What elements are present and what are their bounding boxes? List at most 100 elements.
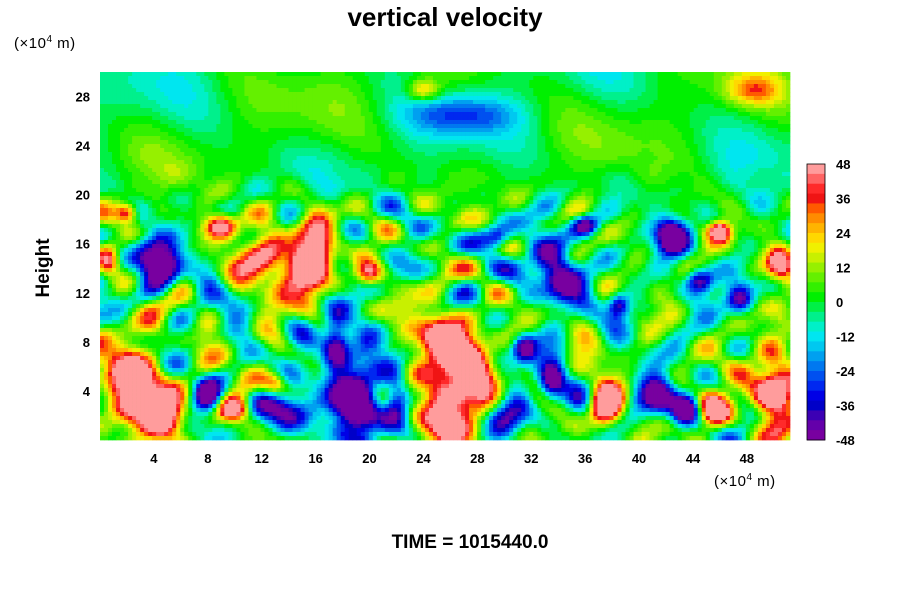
heatmap-cell [629, 100, 634, 105]
heatmap-cell [328, 124, 334, 129]
heatmap-cell [737, 136, 743, 141]
heatmap-cell [649, 80, 654, 85]
heatmap-cell [617, 148, 622, 153]
heatmap-cell [445, 84, 450, 89]
heatmap-cell [304, 88, 309, 93]
heatmap-cell [701, 108, 707, 113]
heatmap-cell [228, 104, 233, 109]
heatmap-cell [653, 148, 658, 153]
heatmap-cell [501, 136, 506, 141]
heatmap-cell [272, 72, 277, 77]
heatmap-cell [156, 84, 161, 89]
heatmap-cell [304, 108, 309, 113]
heatmap-cell [697, 160, 703, 165]
heatmap-cell [709, 100, 715, 105]
heatmap-cell [453, 160, 458, 165]
heatmap-cell [236, 148, 241, 153]
heatmap-cell [176, 72, 181, 77]
heatmap-cell [577, 132, 582, 137]
heatmap-cell [116, 132, 121, 137]
heatmap-cell [376, 136, 382, 141]
heatmap-cell [589, 96, 594, 101]
heatmap-cell [236, 156, 241, 161]
heatmap-cell [457, 156, 462, 161]
heatmap-cell [136, 160, 141, 165]
heatmap-cell [525, 148, 530, 153]
heatmap-cell [473, 80, 478, 85]
heatmap-cell [356, 172, 362, 177]
heatmap-cell [392, 116, 398, 121]
heatmap-cell [280, 100, 285, 105]
heatmap-cell [288, 152, 293, 157]
heatmap-cell [557, 176, 562, 181]
heatmap-cell [152, 184, 157, 189]
heatmap-cell [384, 144, 390, 149]
heatmap-cell [380, 104, 386, 109]
heatmap-cell [352, 112, 358, 117]
heatmap-cell [453, 184, 458, 189]
heatmap-cell [745, 112, 751, 117]
heatmap-cell [416, 152, 422, 157]
heatmap-cell [721, 96, 727, 101]
heatmap-cell [172, 176, 177, 181]
heatmap-cell [116, 104, 121, 109]
heatmap-cell [132, 80, 137, 85]
heatmap-cell [457, 128, 462, 133]
heatmap-cell [256, 72, 261, 77]
heatmap-cell [457, 144, 462, 149]
heatmap-cell [168, 104, 173, 109]
heatmap-cell [128, 80, 133, 85]
heatmap-cell [256, 156, 261, 161]
heatmap-cell [428, 144, 434, 149]
heatmap-cell [637, 112, 642, 117]
heatmap-cell [264, 168, 269, 173]
heatmap-cell [765, 180, 771, 185]
heatmap-cell [489, 184, 494, 189]
heatmap-cell [785, 148, 791, 153]
heatmap-cell [545, 168, 550, 173]
heatmap-cell [208, 152, 213, 157]
heatmap-cell [212, 156, 217, 161]
heatmap-cell [537, 128, 542, 133]
heatmap-cell [284, 156, 289, 161]
heatmap-cell [589, 128, 594, 133]
heatmap-cell [481, 128, 486, 133]
heatmap-cell [220, 176, 225, 181]
heatmap-cell [745, 72, 751, 77]
heatmap-cell [561, 104, 566, 109]
heatmap-cell [465, 180, 470, 185]
heatmap-cell [569, 148, 574, 153]
heatmap-cell [348, 116, 354, 121]
heatmap-cell [196, 92, 201, 97]
heatmap-cell [324, 104, 330, 109]
heatmap-cell [761, 152, 767, 157]
heatmap-cell [304, 72, 309, 77]
heatmap-cell [637, 180, 642, 185]
heatmap-cell [384, 136, 390, 141]
heatmap-cell [581, 180, 586, 185]
heatmap-cell [497, 84, 502, 89]
heatmap-cell [368, 140, 374, 145]
heatmap-cell [252, 176, 257, 181]
heatmap-cell [316, 180, 321, 185]
heatmap-cell [521, 92, 526, 97]
heatmap-cell [469, 144, 474, 149]
heatmap-cell [104, 180, 109, 185]
heatmap-cell [132, 160, 137, 165]
heatmap-cell [681, 148, 687, 153]
heatmap-cell [757, 72, 763, 77]
heatmap-cell [685, 116, 691, 121]
heatmap-cell [453, 136, 458, 141]
heatmap-cell [224, 144, 229, 149]
heatmap-cell [677, 128, 683, 133]
heatmap-cell [733, 180, 739, 185]
heatmap-cell [781, 152, 787, 157]
heatmap-cell [753, 140, 759, 145]
heatmap-cell [537, 144, 542, 149]
heatmap-cell [717, 172, 723, 177]
heatmap-cell [388, 164, 394, 169]
heatmap-cell [320, 80, 325, 85]
heatmap-cell [757, 104, 763, 109]
heatmap-cell [553, 140, 558, 145]
heatmap-cell [621, 100, 626, 105]
